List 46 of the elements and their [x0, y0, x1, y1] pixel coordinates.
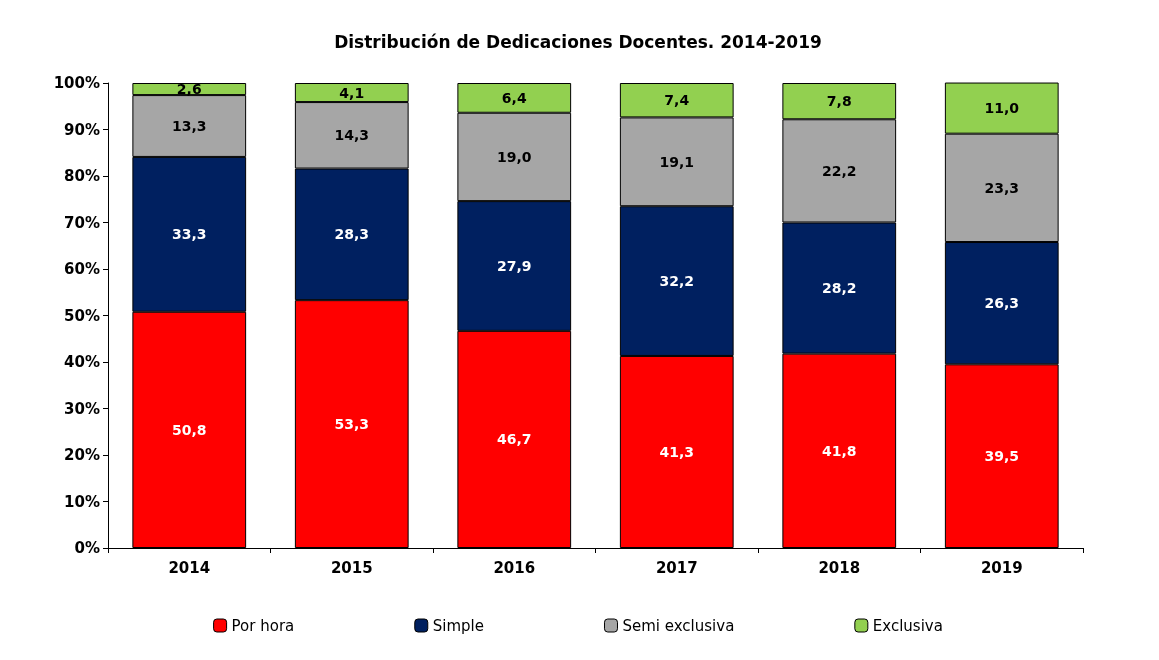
data-label: 41,3: [659, 443, 695, 460]
data-label: 6,4: [501, 89, 527, 106]
data-label: 46,7: [496, 431, 532, 448]
y-tick-label: 40%: [64, 353, 100, 371]
data-label: 32,2: [659, 273, 695, 290]
data-label: 53,3: [334, 416, 370, 433]
data-label: 39,5: [984, 448, 1020, 465]
x-tick-label: 2018: [818, 558, 861, 577]
x-tick-label: 2016: [493, 558, 536, 577]
data-label: 2,6: [176, 81, 202, 98]
y-tick-label: 10%: [64, 492, 100, 511]
y-tick-label: 50%: [64, 306, 100, 325]
data-label: 26,3: [984, 295, 1020, 312]
data-label: 4,1: [339, 84, 365, 101]
y-tick-label: 30%: [64, 399, 100, 418]
x-tick-label: 2014: [168, 558, 211, 577]
data-label: 41,8: [821, 442, 857, 459]
y-tick-label: 100%: [53, 74, 100, 92]
x-tick-label: 2019: [980, 558, 1023, 577]
chart-title: Distribución de Dedicaciones Docentes. 2014-2019: [334, 31, 822, 52]
y-tick-label: 70%: [64, 213, 100, 232]
data-label: 33,3: [171, 226, 207, 243]
legend-label: Semi exclusiva: [622, 616, 735, 635]
data-label: 19,1: [659, 153, 695, 170]
data-label: 28,3: [334, 226, 370, 243]
y-tick-label: 20%: [64, 446, 100, 464]
data-label: 27,9: [496, 257, 532, 274]
x-tick-label: 2015: [330, 558, 373, 577]
data-label: 50,8: [171, 421, 207, 438]
legend-label: Exclusiva: [872, 616, 943, 635]
data-label: 28,2: [821, 280, 857, 297]
data-label: 7,4: [664, 92, 690, 109]
data-label: 7,8: [826, 93, 852, 110]
data-label: 13,3: [171, 118, 207, 135]
legend-label: Por hora: [231, 616, 295, 635]
data-label: 19,0: [496, 148, 532, 165]
y-tick-label: 0%: [74, 539, 100, 557]
legend-label: Simple: [432, 616, 484, 635]
x-tick-label: 2017: [655, 558, 698, 577]
y-tick-label: 90%: [64, 120, 100, 139]
data-label: 11,0: [984, 100, 1020, 117]
data-label: 22,2: [821, 162, 857, 179]
data-label: 23,3: [984, 179, 1020, 196]
data-label: 14,3: [334, 127, 370, 144]
y-tick-label: 80%: [64, 167, 100, 185]
y-tick-label: 60%: [64, 260, 100, 278]
